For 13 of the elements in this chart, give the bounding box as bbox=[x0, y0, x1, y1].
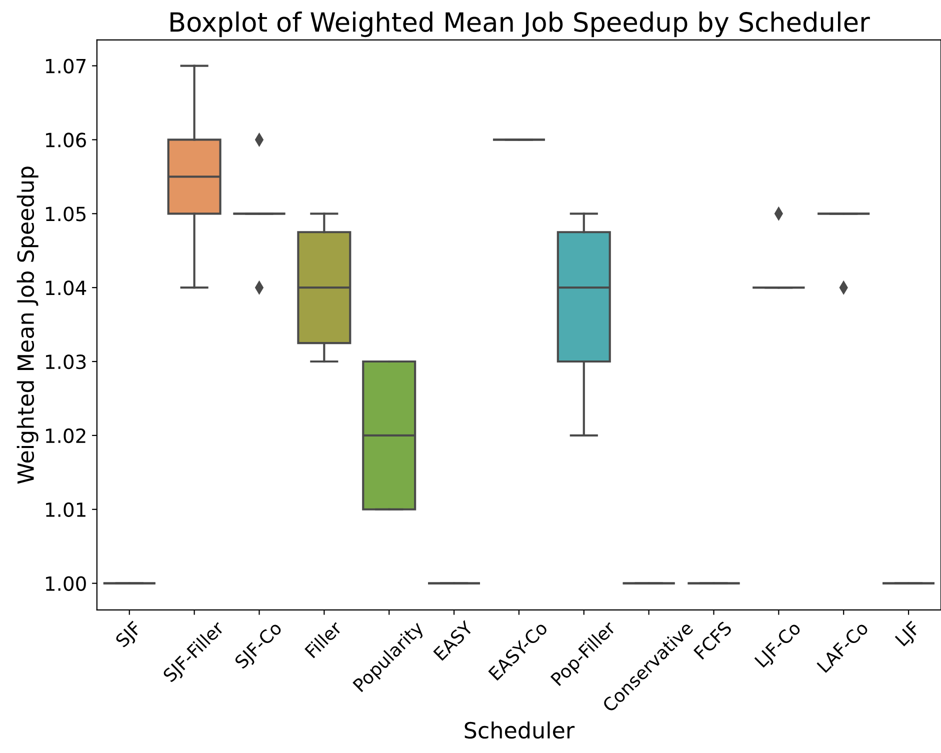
y-tick-label: 1.00 bbox=[46, 576, 86, 591]
y-tick-label: 1.06 bbox=[46, 132, 86, 148]
y-axis-title: Weighted Mean Job Speedup bbox=[16, 166, 38, 484]
y-tick-label: 1.05 bbox=[46, 206, 86, 222]
y-tick-label: 1.01 bbox=[46, 502, 86, 518]
y-tick-label: 1.02 bbox=[46, 428, 86, 444]
y-tick-label: 1.04 bbox=[46, 280, 86, 296]
chart-title: Boxplot of Weighted Mean Job Speedup by Scheduler bbox=[170, 12, 870, 38]
x-tick-label: SJF bbox=[114, 620, 144, 650]
x-axis-title: Scheduler bbox=[464, 721, 575, 739]
y-tick-label: 1.03 bbox=[46, 354, 86, 370]
x-tick-label: LJF bbox=[894, 620, 923, 649]
y-tick-label: 1.07 bbox=[46, 58, 86, 74]
